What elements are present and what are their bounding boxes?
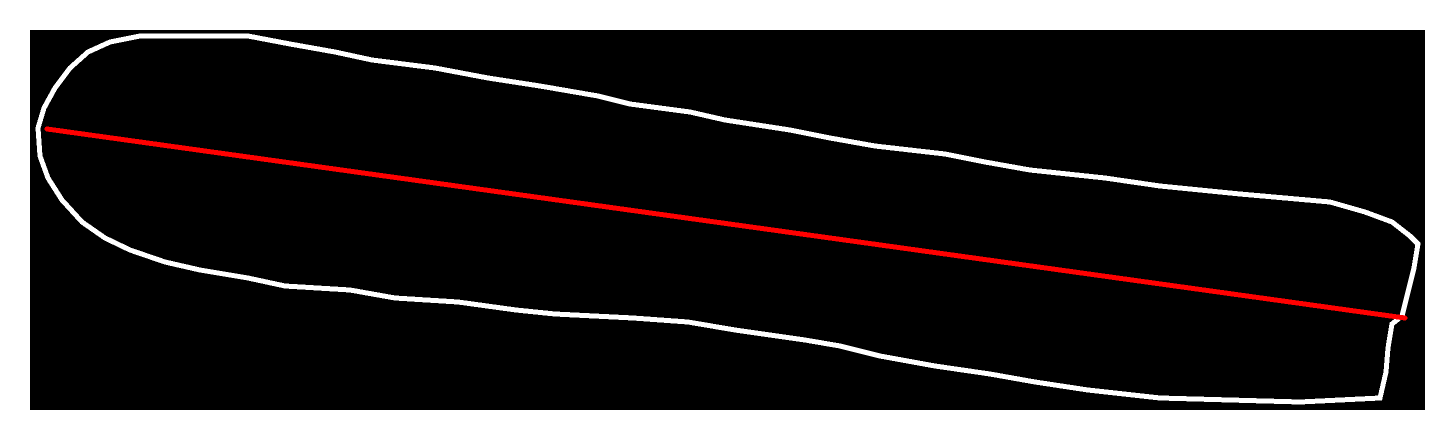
canvas-background (30, 30, 1425, 410)
object-contour (35, 33, 1421, 405)
major-axis-line (44, 126, 1408, 321)
